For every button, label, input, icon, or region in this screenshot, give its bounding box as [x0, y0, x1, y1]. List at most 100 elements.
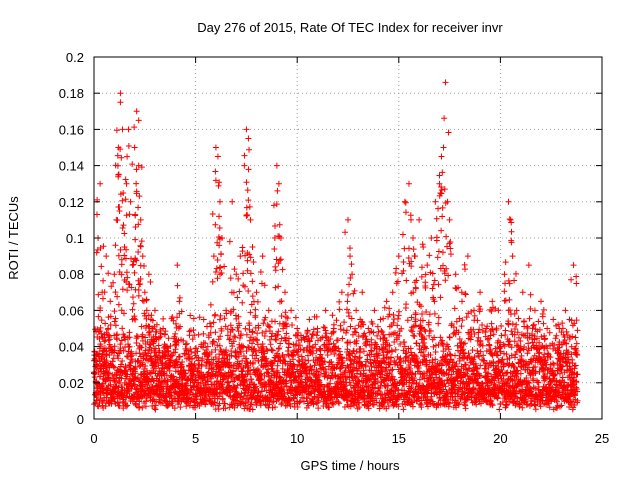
data-point [519, 289, 526, 296]
data-point [431, 277, 438, 284]
data-point [128, 385, 135, 392]
data-point [463, 314, 470, 321]
data-point [217, 366, 224, 373]
data-point [416, 216, 423, 223]
data-point [253, 352, 260, 359]
data-point [216, 393, 223, 400]
data-point [451, 305, 458, 312]
data-point [277, 340, 284, 347]
data-point [187, 345, 194, 352]
data-point [148, 312, 155, 319]
data-point [345, 216, 351, 223]
data-point [272, 404, 279, 411]
data-point [274, 350, 281, 357]
data-point [461, 261, 468, 268]
x-tick-label: 25 [595, 431, 609, 446]
data-point [465, 350, 472, 357]
data-point [210, 319, 217, 326]
data-point [506, 216, 513, 223]
data-point [199, 344, 206, 351]
data-point [447, 251, 454, 258]
data-point [177, 404, 184, 411]
data-point [95, 313, 102, 320]
data-point [251, 384, 258, 391]
data-point [123, 403, 130, 410]
data-point [215, 336, 222, 343]
y-tick-label: 0.12 [59, 195, 84, 210]
data-point [227, 335, 234, 342]
data-point [532, 406, 539, 413]
data-point [125, 126, 132, 133]
data-point [232, 348, 239, 355]
data-point [310, 326, 317, 333]
data-point [202, 362, 209, 369]
data-point [269, 330, 276, 337]
data-point [422, 279, 429, 286]
data-point [428, 235, 435, 241]
data-point [237, 401, 244, 408]
data-point [217, 333, 224, 340]
data-point [445, 129, 452, 136]
data-point [546, 329, 553, 336]
data-point [114, 217, 121, 224]
data-point [253, 289, 260, 296]
data-point [286, 340, 293, 347]
data-point [515, 315, 522, 322]
data-point [336, 298, 343, 305]
data-point [111, 271, 118, 278]
data-point [272, 263, 279, 270]
data-point [225, 392, 232, 399]
data-point [202, 401, 209, 408]
data-point [429, 285, 436, 292]
data-point [243, 179, 250, 186]
data-point [238, 348, 245, 355]
data-point [169, 398, 176, 405]
data-point [387, 367, 394, 374]
data-point [447, 239, 454, 246]
data-point [540, 320, 547, 327]
data-point [111, 364, 118, 371]
data-point [404, 317, 411, 324]
data-point [243, 204, 250, 211]
data-point [135, 117, 142, 124]
data-point [251, 345, 258, 352]
data-point [105, 270, 112, 277]
data-point [502, 327, 509, 334]
data-point [245, 396, 252, 403]
data-point [390, 311, 397, 318]
data-point [212, 221, 219, 228]
data-point [443, 233, 450, 240]
data-point [135, 249, 142, 256]
data-point [183, 340, 190, 347]
data-point [217, 264, 224, 271]
data-point [344, 339, 351, 346]
data-point [274, 187, 281, 194]
data-points [91, 79, 581, 413]
data-point [346, 281, 353, 288]
data-point [191, 349, 198, 356]
data-point [139, 253, 146, 260]
data-point [273, 336, 280, 343]
data-point [93, 362, 100, 369]
data-point [224, 332, 231, 339]
data-point [392, 269, 399, 276]
data-point [278, 401, 285, 408]
data-point [374, 323, 381, 330]
data-point [437, 190, 444, 197]
data-point [292, 314, 299, 321]
data-point [276, 353, 283, 360]
data-point [195, 331, 202, 338]
data-point [479, 321, 486, 328]
data-point [161, 330, 168, 337]
data-point [350, 290, 357, 297]
grid-lines [94, 57, 602, 419]
data-point [363, 342, 370, 349]
x-axis-label: GPS time / hours [301, 458, 400, 473]
data-point [204, 343, 211, 350]
data-point [251, 355, 258, 362]
data-point [209, 210, 216, 217]
data-point [315, 405, 322, 412]
data-point [135, 292, 142, 299]
data-point [433, 215, 440, 222]
data-point [235, 353, 242, 360]
